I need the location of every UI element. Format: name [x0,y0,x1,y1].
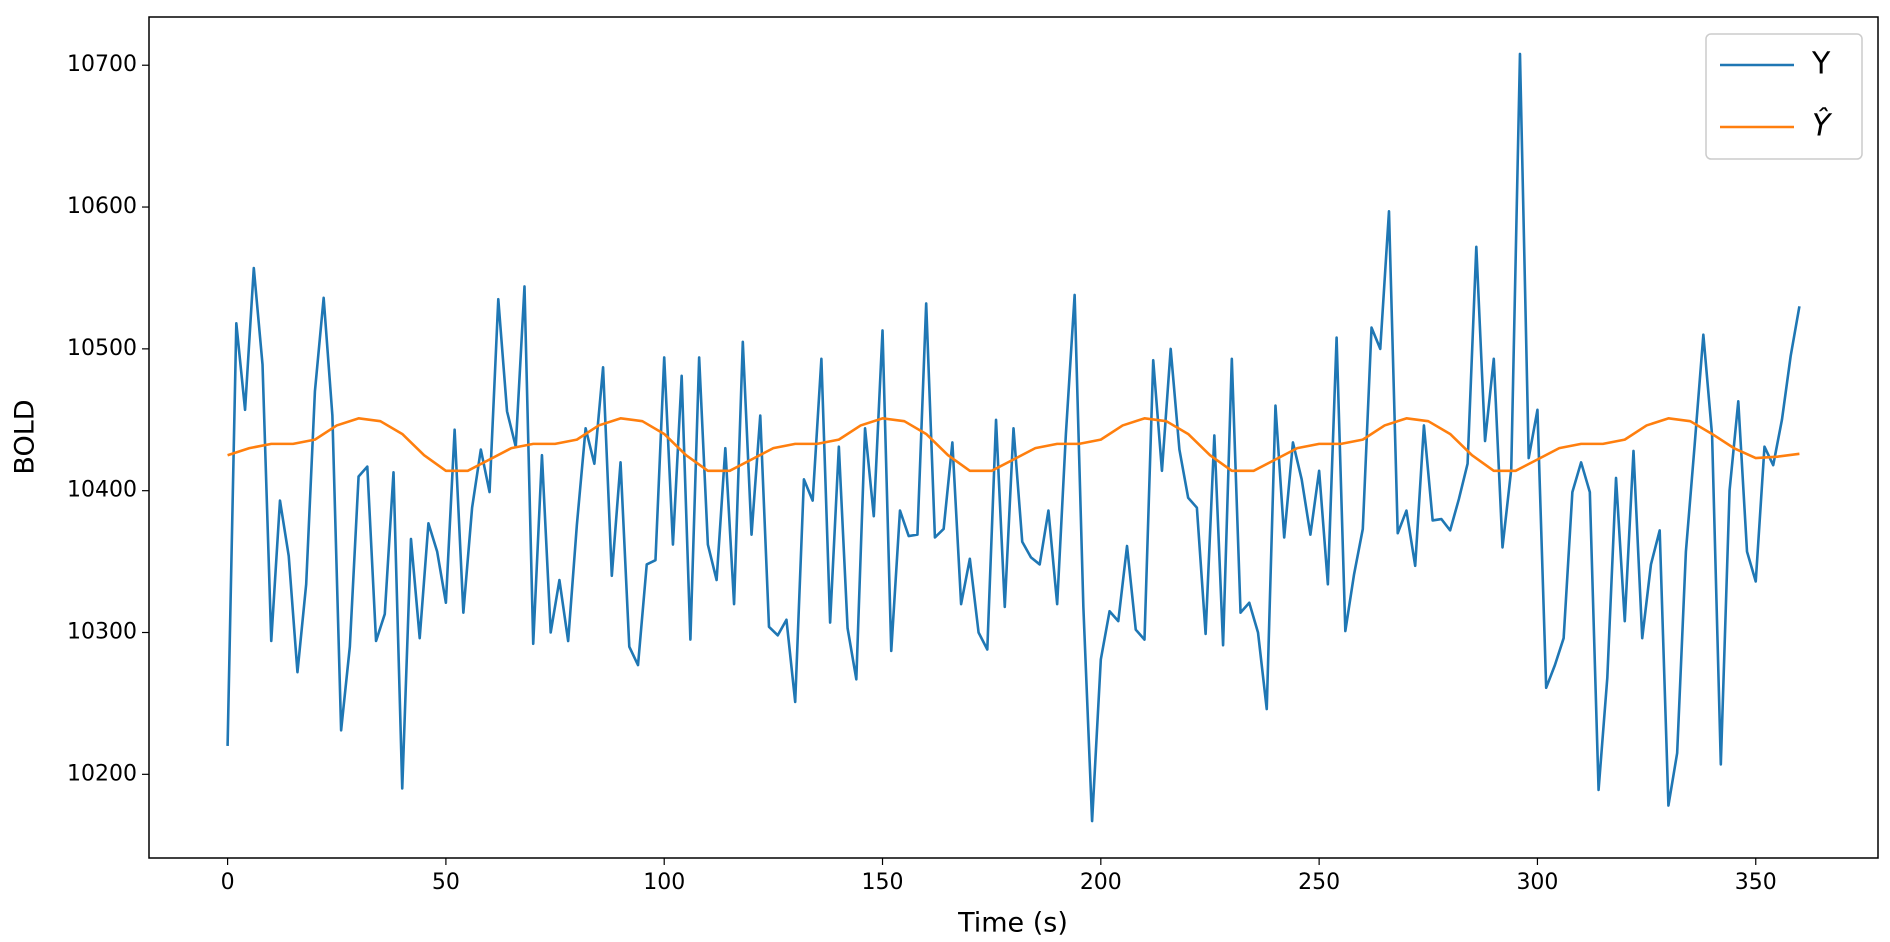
y-tick-label: 10200 [67,761,137,786]
x-tick-label: 100 [643,870,685,895]
x-tick-label: 350 [1735,870,1777,895]
x-tick-label: 250 [1298,870,1340,895]
y-tick-label: 10700 [67,52,137,77]
y-tick-label: 10600 [67,194,137,219]
x-axis-label: Time (s) [957,908,1068,939]
y-tick-label: 10300 [67,620,137,645]
x-tick-label: 200 [1080,870,1122,895]
x-tick-label: 0 [221,870,235,895]
x-tick-label: 150 [862,870,904,895]
plot-frame [148,16,1879,859]
legend-label: Y [1811,47,1831,82]
legend-label: Ŷ [1812,107,1833,144]
y-axis-label: BOLD [10,399,41,474]
data-line [226,52,1801,823]
data-line [227,417,1800,473]
x-tick-label: 50 [432,870,460,895]
y-tick-label: 10400 [67,478,137,503]
legend-box [1705,33,1863,160]
x-tick-label: 300 [1516,870,1558,895]
legend: YŶ [1705,33,1863,160]
y-tick-label: 10500 [67,336,137,361]
